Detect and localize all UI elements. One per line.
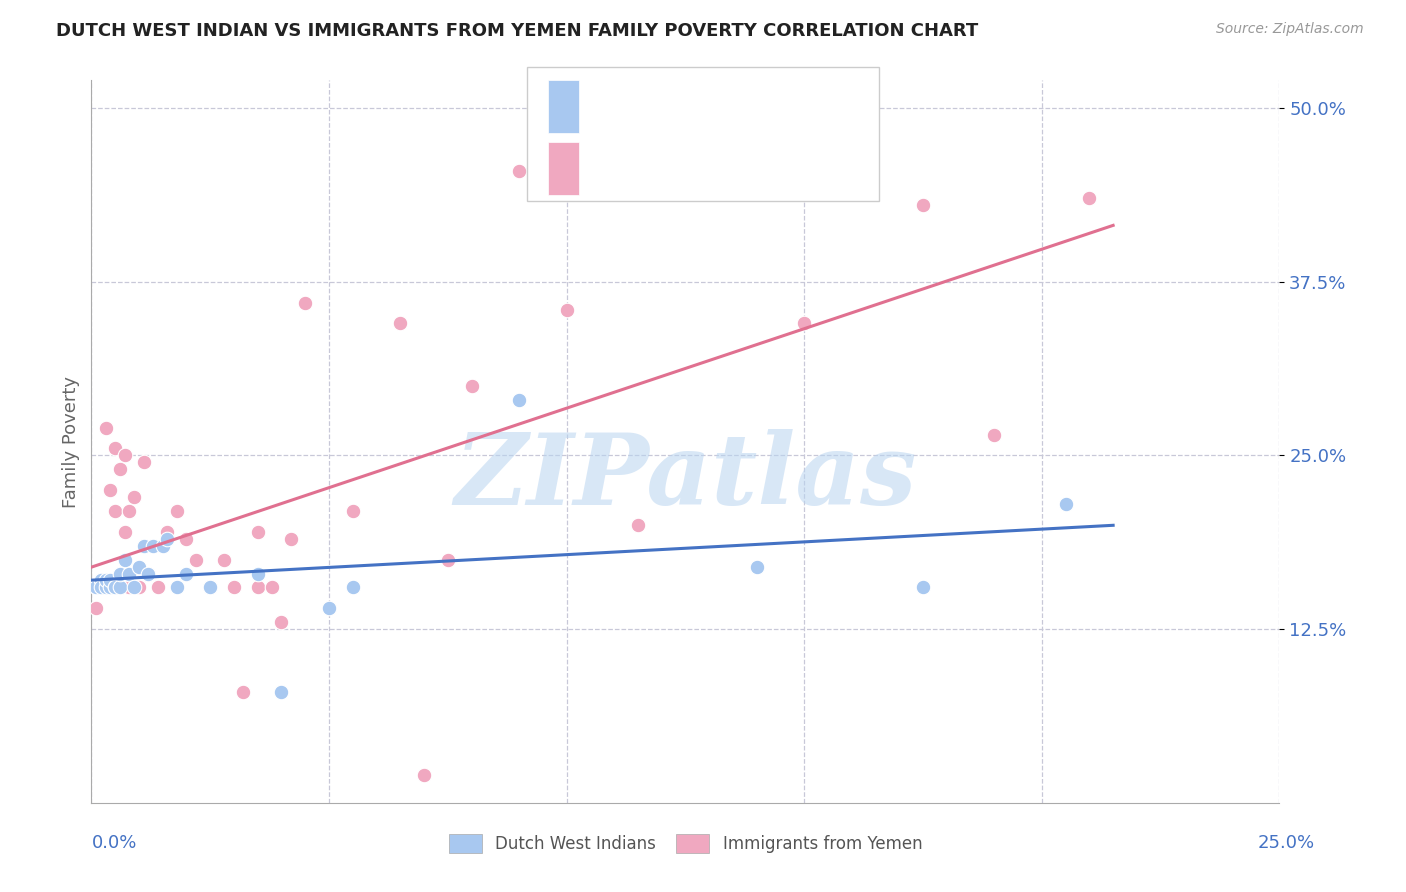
Point	[84, 601, 107, 615]
Point	[342, 581, 364, 595]
Point	[246, 581, 269, 595]
Point	[84, 581, 107, 595]
Point	[104, 581, 127, 595]
Point	[84, 581, 107, 595]
Point	[104, 442, 127, 456]
Point	[128, 559, 150, 574]
Text: R = 0.286   N =  31: R = 0.286 N = 31	[588, 97, 779, 116]
Point	[280, 532, 302, 546]
Point	[100, 581, 122, 595]
Point	[793, 317, 815, 331]
Point	[108, 581, 131, 595]
Point	[911, 198, 934, 212]
Point	[108, 581, 131, 595]
Point	[270, 684, 292, 698]
Point	[138, 566, 160, 581]
Point	[100, 574, 122, 588]
Text: Source: ZipAtlas.com: Source: ZipAtlas.com	[1216, 22, 1364, 37]
Point	[1078, 191, 1101, 205]
Text: DUTCH WEST INDIAN VS IMMIGRANTS FROM YEMEN FAMILY POVERTY CORRELATION CHART: DUTCH WEST INDIAN VS IMMIGRANTS FROM YEM…	[56, 22, 979, 40]
Point	[983, 427, 1005, 442]
Point	[200, 581, 222, 595]
Point	[104, 581, 127, 595]
Point	[166, 504, 188, 518]
Point	[122, 490, 145, 504]
Point	[90, 581, 112, 595]
Point	[342, 504, 364, 518]
Point	[90, 581, 112, 595]
Point	[114, 552, 136, 566]
Point	[108, 462, 131, 476]
Point	[232, 684, 254, 698]
Point	[222, 581, 245, 595]
Point	[94, 581, 117, 595]
Point	[508, 392, 530, 407]
Point	[166, 581, 188, 595]
Point	[94, 420, 117, 434]
Point	[142, 539, 165, 553]
Point	[200, 581, 222, 595]
Point	[100, 483, 122, 498]
Point	[270, 615, 292, 630]
Point	[318, 601, 340, 615]
Point	[1054, 497, 1077, 511]
Point	[122, 581, 145, 595]
Point	[118, 581, 141, 595]
Point	[555, 302, 578, 317]
Point	[118, 504, 141, 518]
Point	[294, 295, 316, 310]
Point	[745, 559, 768, 574]
Point	[176, 532, 198, 546]
Point	[104, 581, 127, 595]
Point	[90, 574, 112, 588]
Point	[94, 574, 117, 588]
Legend: Dutch West Indians, Immigrants from Yemen: Dutch West Indians, Immigrants from Yeme…	[441, 827, 929, 860]
Point	[214, 552, 236, 566]
Point	[114, 449, 136, 463]
Point	[146, 581, 169, 595]
Point	[156, 524, 179, 539]
Point	[132, 455, 155, 469]
Point	[156, 532, 179, 546]
Text: R = 0.352   N = 50: R = 0.352 N = 50	[588, 160, 773, 178]
Point	[152, 539, 174, 553]
Text: 25.0%: 25.0%	[1257, 834, 1315, 852]
Point	[260, 581, 283, 595]
Point	[114, 524, 136, 539]
Text: ZIPatlas: ZIPatlas	[454, 429, 917, 526]
Point	[436, 552, 458, 566]
Point	[413, 768, 436, 782]
Text: 0.0%: 0.0%	[91, 834, 136, 852]
Point	[246, 524, 269, 539]
Point	[627, 517, 650, 532]
Point	[90, 574, 112, 588]
Point	[132, 539, 155, 553]
Point	[100, 581, 122, 595]
Point	[104, 504, 127, 518]
Y-axis label: Family Poverty: Family Poverty	[62, 376, 80, 508]
Point	[184, 552, 207, 566]
Point	[246, 566, 269, 581]
Point	[697, 170, 720, 185]
Point	[138, 566, 160, 581]
Point	[389, 317, 412, 331]
Point	[460, 379, 482, 393]
Point	[94, 581, 117, 595]
Point	[176, 566, 198, 581]
Point	[118, 566, 141, 581]
Point	[911, 581, 934, 595]
Point	[508, 163, 530, 178]
Point	[94, 574, 117, 588]
Point	[108, 566, 131, 581]
Point	[128, 581, 150, 595]
